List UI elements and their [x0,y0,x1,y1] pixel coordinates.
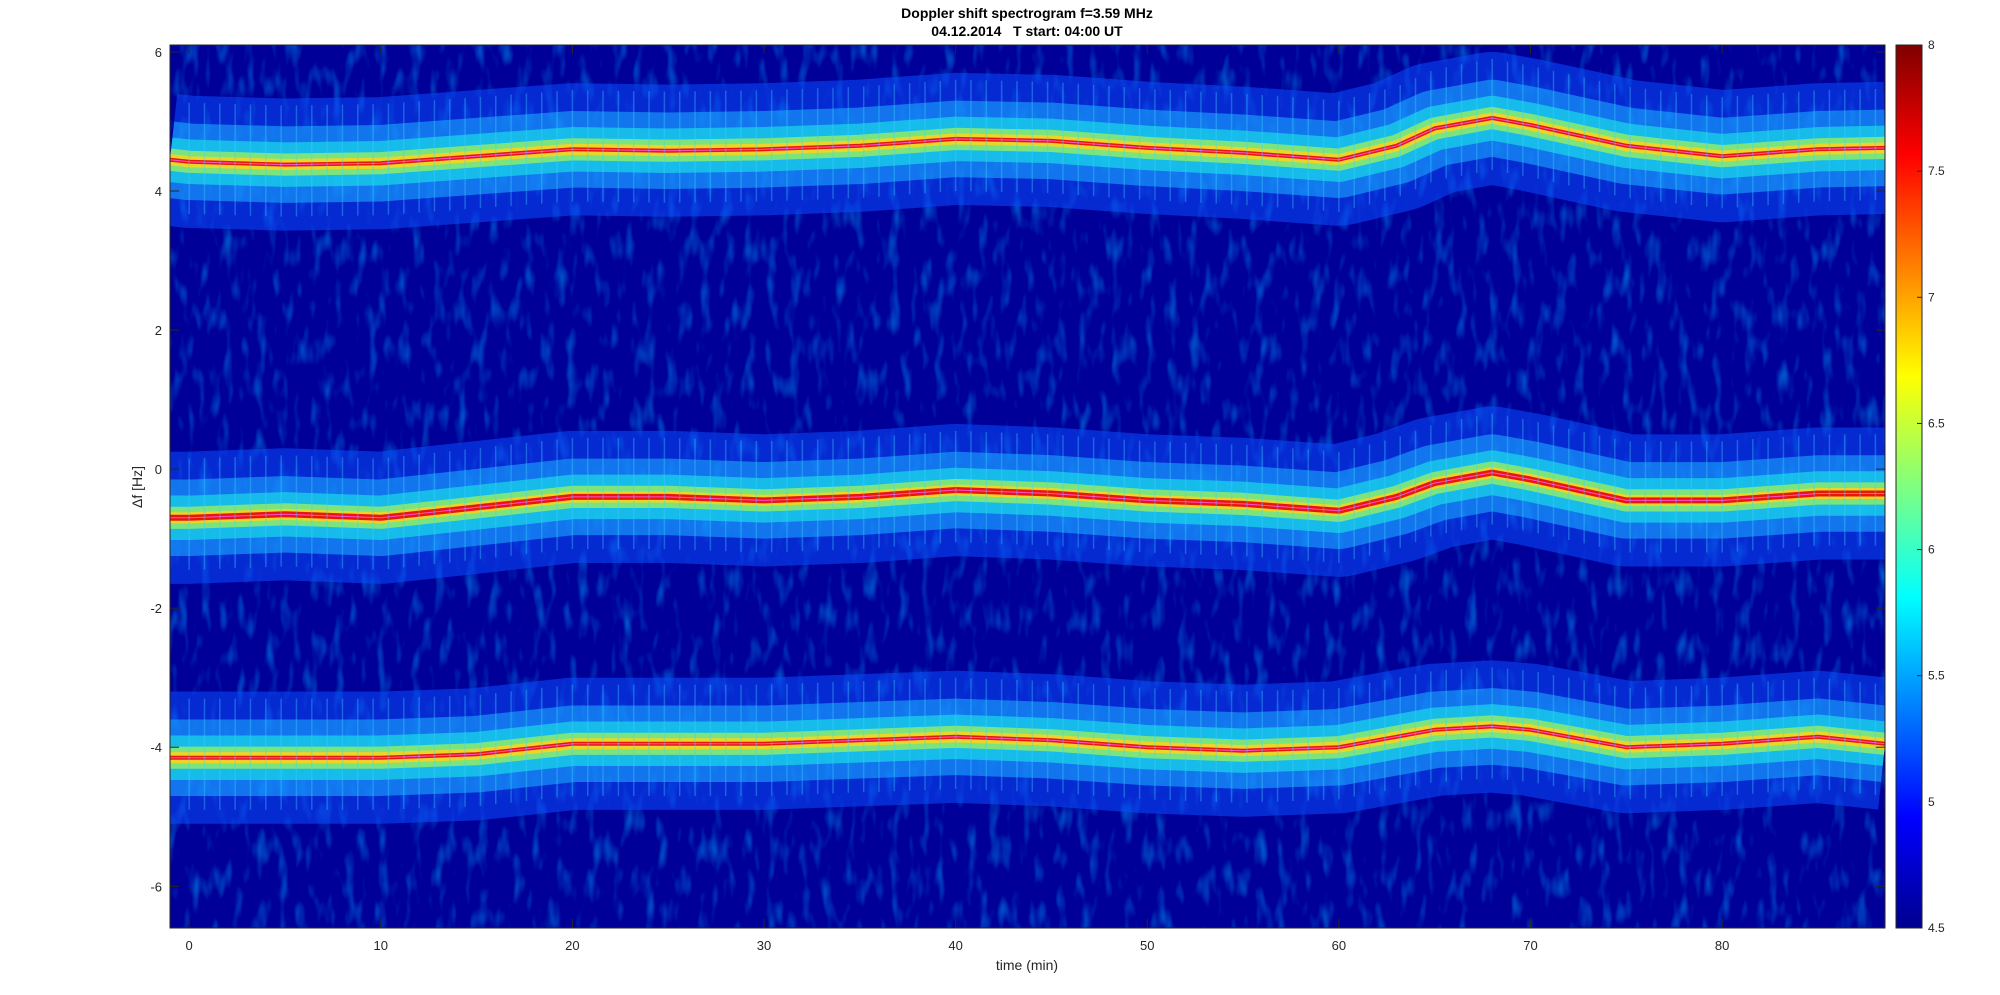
x-tick-label: 40 [948,938,962,953]
y-tick-label: 0 [155,462,162,477]
ridge-trace-line [170,472,1885,519]
ridge-series [170,660,1885,824]
ridge-series [170,51,1885,231]
ridge-trace-line [170,117,1885,166]
x-tick-label: 80 [1715,938,1729,953]
y-tick-label: -4 [150,740,162,755]
x-axis-ticks: 0 10 20 30 40 50 60 70 80 [186,45,1729,953]
y-tick-label: -2 [150,601,162,616]
ridge-trace-line [170,725,1885,759]
plot-frame [169,44,1886,929]
colorbar-tick-label: 5.5 [1928,669,1945,683]
x-tick-label: 10 [374,938,388,953]
y-tick-label: 6 [155,45,162,60]
y-tick-label: 2 [155,323,162,338]
chart-title: Doppler shift spectrogram f=3.59 MHz [901,5,1153,21]
colorbar-tick-label: 5 [1928,795,1935,809]
colorbar: 4.5 5 5.5 6 6.5 7 7.5 8 [1895,38,1945,935]
colorbar-tick-label: 4.5 [1928,921,1945,935]
x-tick-label: 50 [1140,938,1154,953]
colorbar-gradient [1895,44,1923,929]
colorbar-tick-label: 7.5 [1928,164,1945,178]
colorbar-tick-label: 8 [1928,38,1935,52]
x-tick-label: 20 [565,938,579,953]
colorbar-ticks: 4.5 5 5.5 6 6.5 7 7.5 8 [1917,38,1945,935]
x-axis-label: time (min) [996,957,1058,973]
y-tick-label: 4 [155,184,162,199]
x-tick-label: 0 [186,938,193,953]
ridge-series [170,406,1885,584]
vertical-streaks [188,58,1877,810]
x-tick-label: 30 [757,938,771,953]
colorbar-tick-label: 7 [1928,290,1935,304]
ridge-layer [170,51,1885,824]
y-tick-label: -6 [150,879,162,894]
chart-subtitle: 04.12.2014 T start: 04:00 UT [931,23,1123,39]
x-tick-label: 70 [1523,938,1537,953]
y-axis-ticks: -6 -4 -2 0 2 4 6 [150,45,1885,894]
x-tick-label: 60 [1332,938,1346,953]
plot-area [169,44,1886,929]
colorbar-tick-label: 6 [1928,543,1935,557]
y-axis-label: Δf [Hz] [129,466,145,508]
colorbar-tick-label: 6.5 [1928,416,1945,430]
